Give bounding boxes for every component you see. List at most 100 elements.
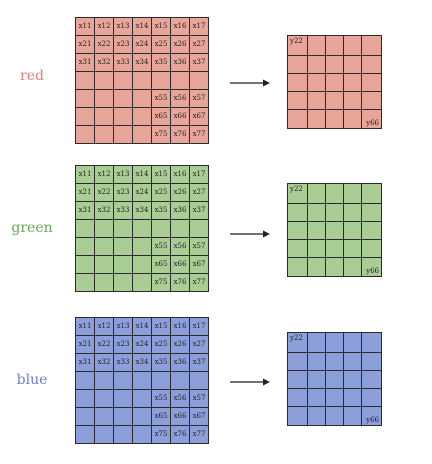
- input-cell: [132, 389, 152, 408]
- grid-row: x65 x66 x67: [75, 107, 209, 126]
- output-cell: [325, 239, 344, 258]
- channel-label: green: [11, 220, 53, 236]
- input-cell: x21: [75, 335, 95, 354]
- input-cell: x77: [189, 425, 209, 444]
- input-cell: x12: [94, 317, 114, 336]
- input-cell: [132, 237, 152, 256]
- input-cell: x76: [170, 125, 190, 144]
- grid-row: [287, 91, 382, 110]
- input-cell: x24: [132, 35, 152, 54]
- input-cell: [94, 273, 114, 292]
- input-cell: x23: [113, 183, 133, 202]
- input-cell: [132, 89, 152, 108]
- grid-row: y22: [287, 332, 382, 353]
- input-cell: x14: [132, 165, 152, 184]
- input-cell: [151, 371, 171, 390]
- input-cell: x13: [113, 17, 133, 36]
- input-cell: [94, 407, 114, 426]
- grid-row: [75, 71, 209, 90]
- input-cell: [94, 71, 114, 90]
- input-cell: x36: [170, 53, 190, 72]
- output-cell: [343, 203, 362, 222]
- input-cell: x67: [189, 255, 209, 274]
- arrow-icon: [230, 230, 270, 238]
- input-cell: x17: [189, 165, 209, 184]
- input-cell: x36: [170, 353, 190, 372]
- grid-row: x65 x66 x67: [75, 255, 209, 274]
- output-cell: [343, 221, 362, 240]
- output-cell: y22: [287, 332, 308, 353]
- input-cell: x55: [151, 237, 171, 256]
- grid-row: x75 x76 x77: [75, 425, 209, 444]
- output-cell: y22: [287, 35, 308, 56]
- input-cell: [94, 107, 114, 126]
- input-cell: x66: [170, 107, 190, 126]
- input-cell: x12: [94, 17, 114, 36]
- output-cell: [325, 370, 344, 389]
- input-cell: x67: [189, 107, 209, 126]
- output-cell: [325, 221, 344, 240]
- input-cell: x56: [170, 237, 190, 256]
- grid-row: x31 x32 x33 x34 x35 x36 x37: [75, 53, 209, 72]
- input-cell: x17: [189, 17, 209, 36]
- input-cell: x65: [151, 255, 171, 274]
- input-cell: [113, 425, 133, 444]
- output-cell: [325, 203, 344, 222]
- input-cell: [132, 255, 152, 274]
- input-cell: x32: [94, 53, 114, 72]
- output-cell: [287, 257, 308, 277]
- green-channel-panel: green x11 x12 x13 x14 x15 x16 x17 x21 x22 x23 x24 x…: [0, 152, 432, 302]
- input-cell: x25: [151, 35, 171, 54]
- output-cell: [287, 203, 308, 222]
- output-cell: [325, 388, 344, 407]
- output-cell: [287, 91, 308, 110]
- output-cell: [325, 35, 344, 56]
- input-cell: x75: [151, 425, 171, 444]
- input-cell: x55: [151, 389, 171, 408]
- input-cell: x55: [151, 89, 171, 108]
- output-cell: [325, 352, 344, 371]
- input-cell: x67: [189, 407, 209, 426]
- input-cell: x57: [189, 389, 209, 408]
- input-cell: [75, 255, 95, 274]
- red-channel-panel: red x11 x12 x13 x14 x15 x16 x17 x21 x22 x23 x24 x25…: [0, 0, 432, 150]
- grid-row: x11 x12 x13 x14 x15 x16 x17: [75, 317, 209, 336]
- input-cell: x25: [151, 335, 171, 354]
- input-cell: x24: [132, 183, 152, 202]
- output-cell: y66: [361, 109, 382, 129]
- grid-row: [287, 73, 382, 92]
- output-cell: [307, 370, 326, 389]
- output-cell: [361, 352, 382, 371]
- output-cell: [361, 370, 382, 389]
- input-cell: [170, 71, 190, 90]
- grid-row: [287, 352, 382, 371]
- channel-label: red: [20, 68, 44, 84]
- output-grid: y22 y66: [287, 35, 382, 129]
- input-cell: x26: [170, 183, 190, 202]
- output-cell: [307, 239, 326, 258]
- input-cell: [113, 273, 133, 292]
- input-cell: x77: [189, 125, 209, 144]
- output-cell: [325, 257, 344, 277]
- input-cell: x35: [151, 353, 171, 372]
- input-cell: [75, 219, 95, 238]
- grid-row: y66: [287, 109, 382, 129]
- input-cell: x26: [170, 35, 190, 54]
- input-cell: x21: [75, 183, 95, 202]
- input-cell: x15: [151, 317, 171, 336]
- grid-row: [287, 203, 382, 222]
- input-cell: x27: [189, 35, 209, 54]
- grid-row: x55 x56 x57: [75, 89, 209, 108]
- output-cell: [343, 257, 362, 277]
- output-cell: [361, 55, 382, 74]
- output-cell: y22: [287, 183, 308, 204]
- output-cell: [287, 388, 308, 407]
- grid-row: x31 x32 x33 x34 x35 x36 x37: [75, 201, 209, 220]
- output-cell: [325, 109, 344, 129]
- input-cell: [132, 425, 152, 444]
- input-cell: [75, 389, 95, 408]
- output-cell: [343, 183, 362, 204]
- input-cell: [151, 71, 171, 90]
- input-cell: x35: [151, 201, 171, 220]
- input-cell: x27: [189, 183, 209, 202]
